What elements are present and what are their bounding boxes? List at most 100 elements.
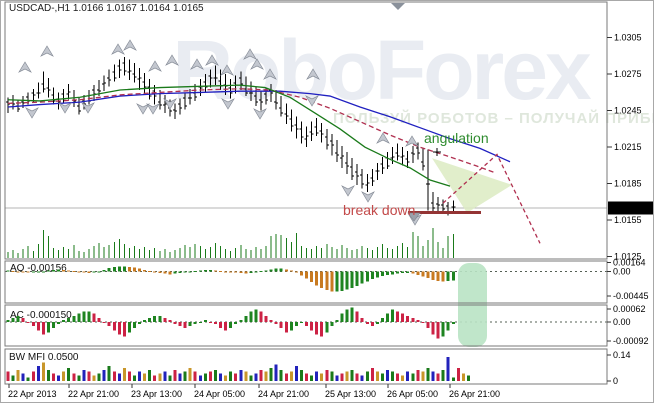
ac-bar [264,315,268,322]
indicator-tick-label: -0.00092 [613,336,649,346]
fractal-down-arrow-icon [136,103,150,115]
mfi-bar [264,371,268,381]
ao-bar [229,271,233,273]
indicator-tick-label: 0.00164 [613,257,646,267]
scroll-marker-icon[interactable] [391,3,405,10]
mfi-bar [350,369,354,381]
ac-bar [52,322,56,329]
mfi-bar [239,369,243,381]
ac-bar [31,322,35,327]
indicator-tick-label: 0.00062 [613,304,646,314]
ao-bar [112,267,116,272]
ac-bar [26,322,30,323]
mfi-bar [294,366,298,381]
ac-bar [213,322,217,325]
ac-bar [62,319,66,322]
mfi-bar [330,371,334,381]
ao-bar [107,268,111,272]
mfi-bar [274,364,278,381]
mfi-bar [16,369,20,381]
mfi-bar [57,375,61,381]
ao-bar [143,269,147,272]
fractal-up-arrow-icon [123,39,137,51]
mfi-bar [340,373,344,381]
ac-bar [375,322,379,325]
ac-bar [188,322,192,327]
ac-bar [269,319,273,322]
ac-bar [102,322,106,323]
ac-panel-frame [4,304,608,347]
ao-indicator-label: AO -0.00156 [10,263,67,274]
mfi-bar [386,369,389,381]
mfi-bar [416,369,420,381]
fractal-up-arrow-icon [376,132,390,144]
mfi-bar [315,371,319,381]
mfi-bar [158,373,162,381]
fractal-up-arrow-icon [111,43,125,55]
ao-bar [426,271,430,279]
fractal-down-arrow-icon [163,98,177,110]
fractal-up-arrow-icon [148,60,162,72]
mfi-bar [92,375,96,381]
mfi-bar [31,371,35,381]
mfi-bar [26,377,30,381]
ac-bar [254,309,258,322]
angulation-annotation: angulation [424,130,489,146]
indicator-tick-label: 0 [613,376,618,386]
ao-bar [168,271,172,275]
ao-bar [370,271,374,280]
ac-bar [183,322,187,329]
ac-bar [87,311,91,322]
mfi-bar [401,375,405,381]
ac-bar [355,311,359,322]
mfi-bar [62,371,66,381]
mfi-bar [208,371,212,381]
mfi-bar [461,373,465,381]
indicator-tick-label: 0.00 [613,317,631,327]
mfi-bar [127,371,131,381]
ac-bar [163,317,167,322]
ac-bar [193,322,197,325]
mfi-bar [198,375,202,381]
mfi-bar [421,371,425,381]
ac-bar [386,313,389,322]
ac-bar [279,322,283,329]
mfi-bar [396,373,400,381]
mfi-bar [325,369,329,381]
ao-bar [284,269,288,272]
ao-bar [183,271,187,273]
ac-bar [127,322,131,333]
time-tick-label: 26 Apr 21:00 [449,389,500,399]
ao-bar [436,271,440,281]
price-tick-label: 1.0215 [614,142,642,152]
ac-bar [92,313,96,322]
fractal-up-arrow-icon [220,64,234,76]
ac-bar [112,322,116,331]
ao-bar [446,271,450,281]
fractal-down-arrow-icon [25,107,39,119]
ao-bar [294,271,298,273]
ao-bar [77,271,81,273]
time-tick-label: 23 Apr 13:00 [131,389,182,399]
ac-bar [274,322,278,325]
ao-panel-frame [4,260,608,304]
mfi-bar [320,373,324,381]
time-tick-label: 26 Apr 05:00 [387,389,438,399]
mfi-bar [168,375,172,381]
mfi-bar [72,373,76,381]
ao-bar [335,271,339,292]
ao-bar [41,271,45,273]
price-tick-label: 1.0305 [614,33,642,43]
ac-bar [219,322,223,329]
ao-bar [173,271,177,274]
mfi-bar [153,375,157,381]
ao-bar [360,271,364,284]
ao-bar [52,269,56,272]
mfi-bar [6,371,10,381]
mfi-bar [406,371,410,381]
mfi-bar [87,371,91,381]
ac-bar [416,319,420,322]
ao-bar [411,271,415,274]
ao-bar [416,271,420,275]
